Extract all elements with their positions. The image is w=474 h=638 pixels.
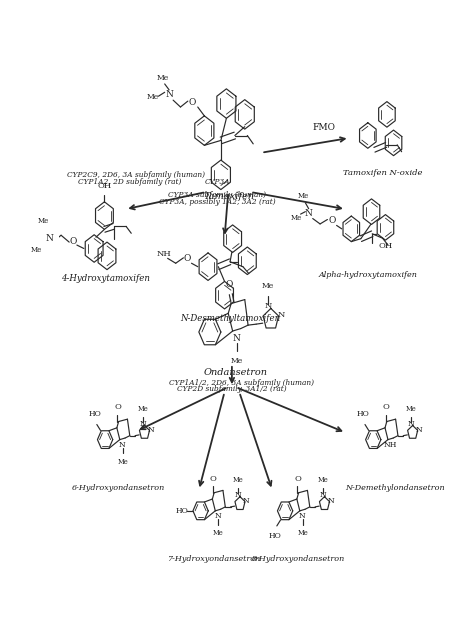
Text: Me: Me — [298, 193, 309, 200]
Text: Ondansetron: Ondansetron — [203, 368, 268, 377]
Text: 4-Hydroxytamoxifen: 4-Hydroxytamoxifen — [61, 274, 150, 283]
Text: O: O — [183, 255, 191, 263]
Text: NH: NH — [383, 441, 397, 449]
Text: Me: Me — [291, 214, 302, 221]
Text: Me: Me — [37, 218, 49, 225]
Text: O: O — [294, 475, 301, 482]
Text: Me: Me — [317, 476, 328, 484]
Text: HO: HO — [89, 410, 101, 418]
Text: Me: Me — [137, 405, 148, 413]
Text: HO: HO — [269, 532, 282, 540]
Text: O: O — [69, 237, 76, 246]
Text: N: N — [408, 420, 414, 428]
Text: HO: HO — [357, 410, 370, 418]
Text: N: N — [243, 498, 250, 505]
Text: N: N — [235, 491, 242, 499]
Text: OH: OH — [97, 182, 111, 190]
Text: FMO: FMO — [312, 122, 335, 131]
Text: N: N — [319, 491, 326, 499]
Text: 7-Hydroxyondansetron: 7-Hydroxyondansetron — [167, 555, 260, 563]
Text: Me: Me — [118, 458, 128, 466]
Text: Me: Me — [213, 530, 224, 537]
Text: CYP1A1/2, 2D6, 3A subfamily (human): CYP1A1/2, 2D6, 3A subfamily (human) — [169, 379, 314, 387]
Text: O: O — [382, 403, 389, 412]
Text: N: N — [328, 498, 334, 505]
Text: Me: Me — [297, 530, 308, 537]
Text: Me: Me — [30, 246, 42, 254]
Text: O: O — [226, 280, 233, 289]
Text: N: N — [305, 209, 313, 218]
Text: 6-Hydroxyondansetron: 6-Hydroxyondansetron — [72, 484, 164, 492]
Text: N: N — [232, 334, 240, 343]
Text: O: O — [210, 475, 217, 482]
Text: CYP3A, possibly 1A2, 3A2 (rat): CYP3A, possibly 1A2, 3A2 (rat) — [159, 198, 275, 206]
Text: CYP2C9, 2D6, 3A subfamily (human): CYP2C9, 2D6, 3A subfamily (human) — [66, 171, 205, 179]
Text: N: N — [147, 426, 155, 434]
Text: CYP1A2, 2D subfamily (rat): CYP1A2, 2D subfamily (rat) — [78, 178, 181, 186]
Text: CYP3A: CYP3A — [204, 178, 230, 186]
Text: NH: NH — [156, 250, 171, 258]
Text: Me: Me — [157, 73, 169, 82]
Text: OH: OH — [378, 242, 392, 250]
Text: 8-Hydroxyondansetron: 8-Hydroxyondansetron — [251, 555, 345, 563]
Text: Me: Me — [405, 405, 416, 413]
Text: N: N — [264, 302, 272, 311]
Text: CYP2D subfamily, 3A1/2 (rat): CYP2D subfamily, 3A1/2 (rat) — [177, 385, 286, 394]
Text: Tamoxifen N-oxide: Tamoxifen N-oxide — [343, 169, 422, 177]
Text: Me: Me — [233, 476, 244, 484]
Text: N: N — [45, 234, 53, 243]
Text: Alpha-hydroxytamoxifen: Alpha-hydroxytamoxifen — [319, 271, 417, 279]
Text: N: N — [214, 512, 221, 521]
Text: N: N — [277, 311, 285, 319]
Text: N-Desmethyltamoxifen: N-Desmethyltamoxifen — [180, 314, 280, 323]
Text: N-Demethylondansetron: N-Demethylondansetron — [346, 484, 445, 492]
Text: N: N — [299, 512, 306, 521]
Text: N: N — [165, 90, 173, 100]
Text: O: O — [114, 403, 121, 412]
Text: CYP3A subfamily (human): CYP3A subfamily (human) — [168, 191, 266, 200]
Text: Me: Me — [147, 93, 159, 101]
Text: Me: Me — [262, 282, 274, 290]
Text: Me: Me — [231, 357, 243, 364]
Text: O: O — [189, 98, 196, 107]
Text: N: N — [119, 441, 126, 449]
Text: N: N — [416, 426, 422, 434]
Text: N: N — [139, 420, 146, 428]
Text: HO: HO — [175, 507, 188, 515]
Text: Tamoxifen: Tamoxifen — [203, 193, 255, 202]
Text: O: O — [328, 216, 336, 225]
